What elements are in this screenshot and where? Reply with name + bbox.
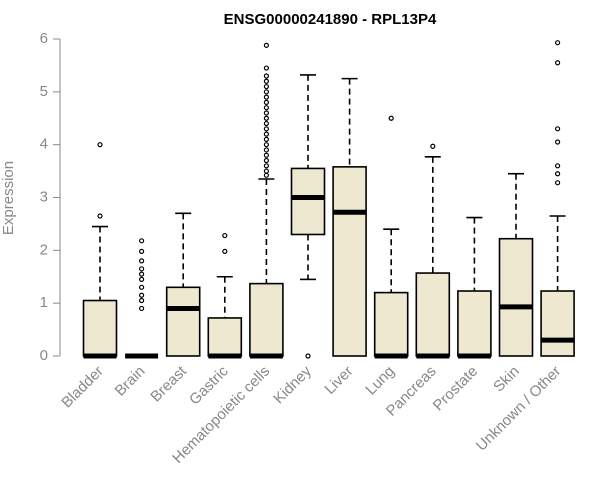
box-body [373,291,409,357]
y-axis: 0 1 2 3 4 5 6 [40,30,61,364]
box-body [207,317,243,357]
y-tick-label: 0 [40,347,48,364]
outlier-point [139,292,145,298]
box-body [249,282,284,357]
outlier-point [222,232,228,239]
outlier-point [139,297,145,304]
outlier-point [263,89,269,95]
x-tick-label: Prostate [430,363,482,415]
x-tick-label: Kidney [270,362,315,407]
box-kidney [290,74,326,359]
outlier-point [263,94,269,100]
outlier-point [263,142,269,148]
box-body [290,167,326,236]
outlier-point [139,248,145,254]
outlier-point [263,73,269,79]
x-tick-label: Skin [490,363,523,396]
outlier-point [263,136,269,142]
x-tick-label: Liver [321,363,356,398]
box-skin [498,172,534,357]
outlier-point [263,65,269,71]
outlier-point [263,42,269,48]
x-tick-label: Brain [112,363,149,400]
outlier-point [554,139,561,145]
outlier-point [263,157,269,164]
outlier-point [263,105,269,111]
boxes-group [82,40,575,359]
outlier-point [139,271,145,277]
box-unknown-other [540,40,575,357]
outlier-point [263,147,269,153]
outlier-point [263,172,269,178]
box-body [415,272,451,357]
outlier-point [554,126,561,132]
outlier-point [139,305,145,312]
outlier-point [263,115,269,121]
outlier-point [554,163,561,169]
box-pancreas [415,143,451,359]
box-body [457,290,492,357]
box-body [540,290,575,357]
y-tick-label: 5 [40,83,48,100]
y-tick-label: 4 [40,136,48,153]
outlier-point [263,99,269,106]
box-body [332,166,367,357]
outlier-point [388,115,394,121]
box-body [498,237,534,357]
x-tick-label: Lung [362,363,398,399]
chart-title: ENSG00000241890 - RPL13P4 [224,11,437,28]
outlier-point [222,248,228,254]
box-liver [332,77,367,357]
outlier-point [263,110,269,116]
outlier-point [263,152,269,158]
box-gastric [207,232,243,359]
y-tick-label: 2 [40,241,48,258]
outlier-point [139,276,145,282]
outlier-point [263,120,269,127]
x-tick-label: Breast [147,362,190,405]
outlier-point [554,60,561,66]
outlier-point [139,238,145,244]
box-body [82,299,118,357]
box-lung [373,115,409,359]
outlier-point [554,40,561,46]
box-prostate [457,216,492,359]
y-axis-label: Expression [0,161,17,235]
outlier-point [139,258,145,264]
box-body [165,286,201,357]
box-breast [165,212,201,357]
outlier-point [263,163,269,169]
outlier-point [554,180,561,186]
y-tick-label: 3 [40,188,48,205]
outlier-point [305,353,311,359]
outlier-point [97,142,103,148]
outlier-point [554,171,561,177]
outlier-point [263,126,269,132]
y-tick-label: 1 [40,294,48,311]
y-tick-label: 6 [40,30,48,47]
outlier-point [263,78,269,84]
outlier-point [97,213,103,219]
outlier-point [430,143,436,149]
outlier-point [263,83,269,90]
box-bladder [82,142,118,359]
box-brain [125,238,159,359]
outlier-point [139,266,145,272]
outlier-point [139,284,145,290]
outlier-point [263,168,269,174]
x-tick-label: Bladder [58,363,107,412]
box-hematopoietic-cells [249,42,284,359]
outlier-point [263,131,269,137]
